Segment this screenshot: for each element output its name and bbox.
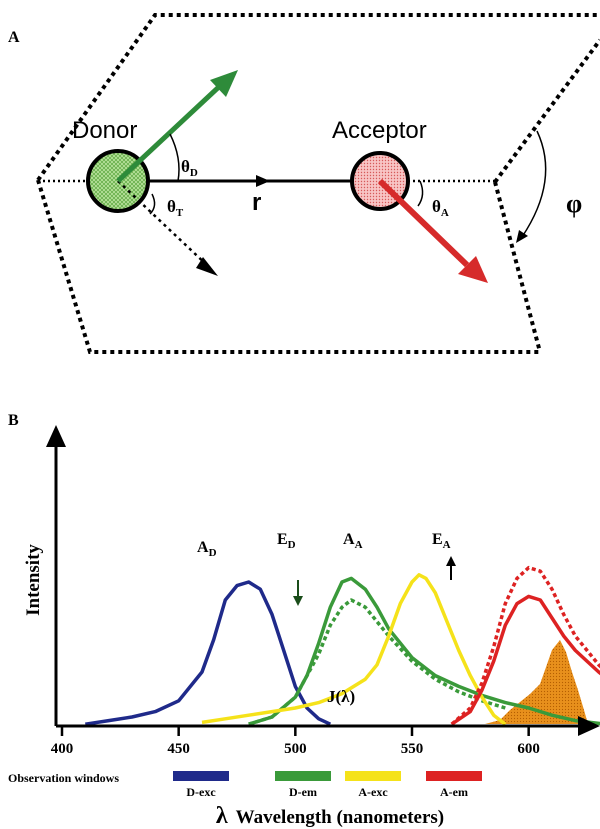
theta-a-arc (417, 180, 424, 207)
transition-dipole-arrow-head (196, 257, 218, 276)
donor-quench-arrow-head (293, 596, 303, 606)
panel-a-label: A (8, 29, 20, 46)
label-a-d: AD (197, 539, 217, 559)
overlap-integral-area (485, 640, 588, 724)
acceptor-emission-curve (450, 594, 600, 726)
window-label-a-em: A-em (440, 785, 468, 799)
label-e-d: ED (277, 531, 296, 551)
x-tick-label: 600 (517, 741, 540, 757)
transition-dipole-line (117, 180, 211, 269)
acceptor-enhance-arrow-head (446, 556, 456, 566)
panel-b-label: B (8, 412, 19, 429)
y-axis-arrow-head (46, 425, 66, 447)
window-bar-a-exc (345, 771, 401, 781)
phi-arrow-head (516, 230, 528, 243)
window-label-d-em: D-em (289, 785, 317, 799)
phi-arc (521, 130, 547, 238)
x-tick-label: 550 (401, 741, 424, 757)
acceptor-emission-sensitized-curve (450, 565, 600, 726)
overlap-label: J(λ) (327, 687, 355, 706)
r-arrow-head (256, 175, 270, 187)
acceptor-absorption-curve (201, 573, 507, 726)
x-tick-label: 400 (51, 741, 74, 757)
plane-left-top-edge (36, 13, 600, 182)
window-label-a-exc: A-exc (358, 785, 388, 799)
r-label: r (252, 189, 261, 216)
window-bar-d-exc (173, 771, 229, 781)
x-axis-arrow-head (578, 716, 600, 736)
acceptor-dipole-arrow (377, 178, 470, 268)
phi-label: φ (566, 189, 582, 218)
donor-dipole-arrow (116, 82, 224, 183)
theta-d-label: θD (181, 157, 198, 179)
window-bar-d-em (275, 771, 331, 781)
window-label-d-exc: D-exc (186, 785, 216, 799)
donor-dipole-arrow-head (210, 70, 238, 97)
plane-right-lower-edge (493, 181, 542, 353)
label-a-a: AA (343, 531, 363, 551)
window-bar-a-em (426, 771, 482, 781)
x-axis-label: λ Wavelength (nanometers) (216, 803, 444, 829)
donor-label: Donor (72, 117, 137, 144)
y-axis-label: Intensity (23, 544, 44, 616)
donor-emission-quenched-curve (248, 598, 506, 726)
spectra-curves (85, 565, 600, 726)
x-tick-label: 450 (167, 741, 190, 757)
plane-right-upper-edge (493, 38, 600, 184)
donor-absorption-curve (85, 580, 332, 726)
acceptor-label: Acceptor (332, 117, 427, 144)
theta-t-arc (149, 193, 156, 215)
x-axis-ticks: 400450500550600650 (51, 726, 540, 757)
x-tick-label: 500 (284, 741, 307, 757)
theta-a-label: θA (432, 197, 449, 219)
observation-windows: D-exc D-em A-exc A-em (173, 771, 482, 799)
theta-d-arc (169, 133, 180, 182)
acceptor-dipole-arrow-head (458, 256, 488, 283)
theta-t-label: θT (167, 197, 184, 219)
plane-left-bottom-edge (36, 179, 540, 354)
label-e-a: EA (432, 531, 451, 551)
windows-title: Observation windows (8, 771, 119, 785)
